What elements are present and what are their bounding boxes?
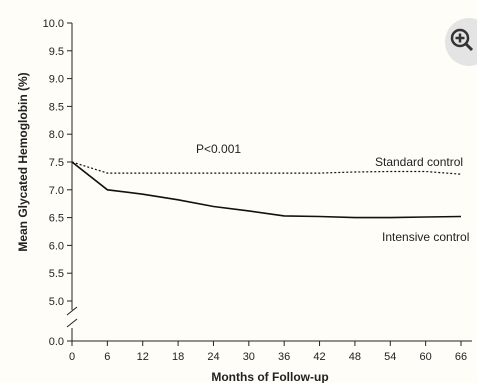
zoom-in-icon (450, 28, 474, 52)
y-tick-label: 5.5 (49, 268, 64, 280)
p-value-annotation: P<0.001 (196, 142, 241, 156)
y-tick-label: 6.5 (49, 213, 64, 225)
y-tick-label: 7.0 (49, 185, 64, 197)
y-tick-label: 6.0 (49, 240, 64, 252)
series-label-standard-control: Standard control (375, 155, 463, 169)
axis-break-mark (66, 306, 78, 316)
y-tick-label: 8.0 (49, 129, 64, 141)
y-axis-title: Mean Glycated Hemoglobin (%) (16, 72, 30, 251)
zoom-button[interactable] (445, 18, 477, 66)
x-tick-label: 48 (349, 351, 361, 363)
y-tick-label: 7.5 (49, 157, 64, 169)
y-tick-label: 8.5 (49, 101, 64, 113)
y-tick-label: 9.0 (49, 74, 64, 86)
x-tick-label: 24 (207, 351, 219, 363)
x-tick-label: 0 (69, 351, 75, 363)
y-tick-label: 5.0 (49, 296, 64, 308)
x-tick-label: 42 (313, 351, 325, 363)
x-tick-label: 36 (278, 351, 290, 363)
x-tick-label: 12 (137, 351, 149, 363)
x-tick-label: 30 (243, 351, 255, 363)
y-tick-label: 0.0 (49, 336, 64, 348)
series-label-intensive-control: Intensive control (382, 230, 469, 244)
series-line-standard-control (71, 161, 462, 175)
series-line-intensive-control (71, 161, 462, 219)
x-axis-title: Months of Follow-up (211, 370, 328, 383)
x-tick-label: 66 (455, 351, 467, 363)
x-tick-label: 60 (420, 351, 432, 363)
y-tick-label: 9.5 (49, 46, 64, 58)
x-tick-label: 54 (384, 351, 396, 363)
x-tick-label: 6 (104, 351, 110, 363)
y-tick-label: 10.0 (43, 18, 64, 30)
x-tick-label: 18 (172, 351, 184, 363)
axis-break-mark (66, 318, 78, 328)
